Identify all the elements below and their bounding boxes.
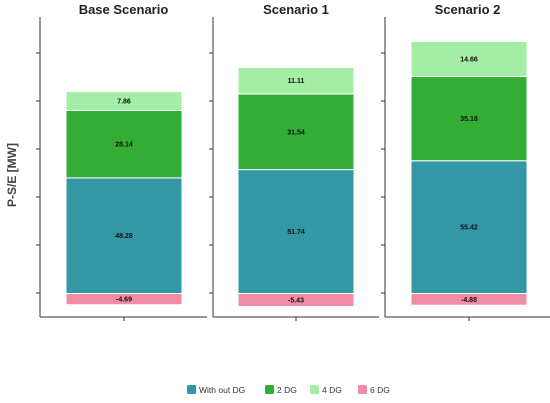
data-label: 7.86 xyxy=(117,99,131,106)
data-label: 55.42 xyxy=(460,225,478,232)
bar-segment xyxy=(65,293,183,306)
data-label: 31.54 xyxy=(287,129,305,136)
legend-swatch xyxy=(187,385,196,394)
data-label: -5.43 xyxy=(288,298,304,305)
legend-swatch xyxy=(310,385,319,394)
bar-segment xyxy=(237,93,355,171)
legend-swatch xyxy=(265,385,274,394)
panel-title: Scenario 2 xyxy=(435,2,501,17)
legend-item: 4 DG xyxy=(310,385,342,395)
legend-label: 2 DG xyxy=(277,385,297,395)
chart-panels: Base Scenario 48.28 28.14 7.86 -4.69 Scenario… xyxy=(36,2,550,321)
legend-item: 6 DG xyxy=(358,385,390,395)
panel-2: Scenario 1 51.74 31.54 11.11 -5.43 xyxy=(209,2,379,321)
bar-segment xyxy=(65,177,183,294)
data-label: -4.69 xyxy=(116,297,132,304)
bar-segment xyxy=(65,109,183,179)
data-label: 48.28 xyxy=(115,233,133,240)
panel-1: Base Scenario 48.28 28.14 7.86 -4.69 xyxy=(36,2,207,321)
bar-segment xyxy=(237,293,355,308)
legend-label: With out DG xyxy=(199,385,245,395)
bar-segment xyxy=(65,91,183,111)
data-label: 14.66 xyxy=(460,56,478,63)
bar-segment xyxy=(410,293,528,306)
legend-label: 4 DG xyxy=(322,385,342,395)
data-label: -4.88 xyxy=(461,297,477,304)
bar-segment xyxy=(237,66,355,95)
panel-3: Scenario 2 55.42 35.18 14.66 -4.88 xyxy=(381,2,550,321)
bar-segment xyxy=(237,169,355,294)
legend-label: 6 DG xyxy=(370,385,390,395)
bar-segment xyxy=(410,40,528,78)
data-label: 28.14 xyxy=(115,142,133,149)
legend-item: 2 DG xyxy=(265,385,297,395)
panel-title: Base Scenario xyxy=(79,2,169,17)
legend: With out DG 2 DG 4 DG 6 DG xyxy=(187,385,390,395)
data-label: 11.11 xyxy=(288,78,305,85)
data-label: 35.18 xyxy=(460,116,478,123)
legend-item: With out DG xyxy=(187,385,245,395)
bar-segment xyxy=(410,76,528,162)
y-axis-label: P-S/E [MW] xyxy=(5,143,19,207)
panel-title: Scenario 1 xyxy=(263,2,329,17)
legend-swatch xyxy=(358,385,367,394)
data-label: 51.74 xyxy=(287,229,305,236)
